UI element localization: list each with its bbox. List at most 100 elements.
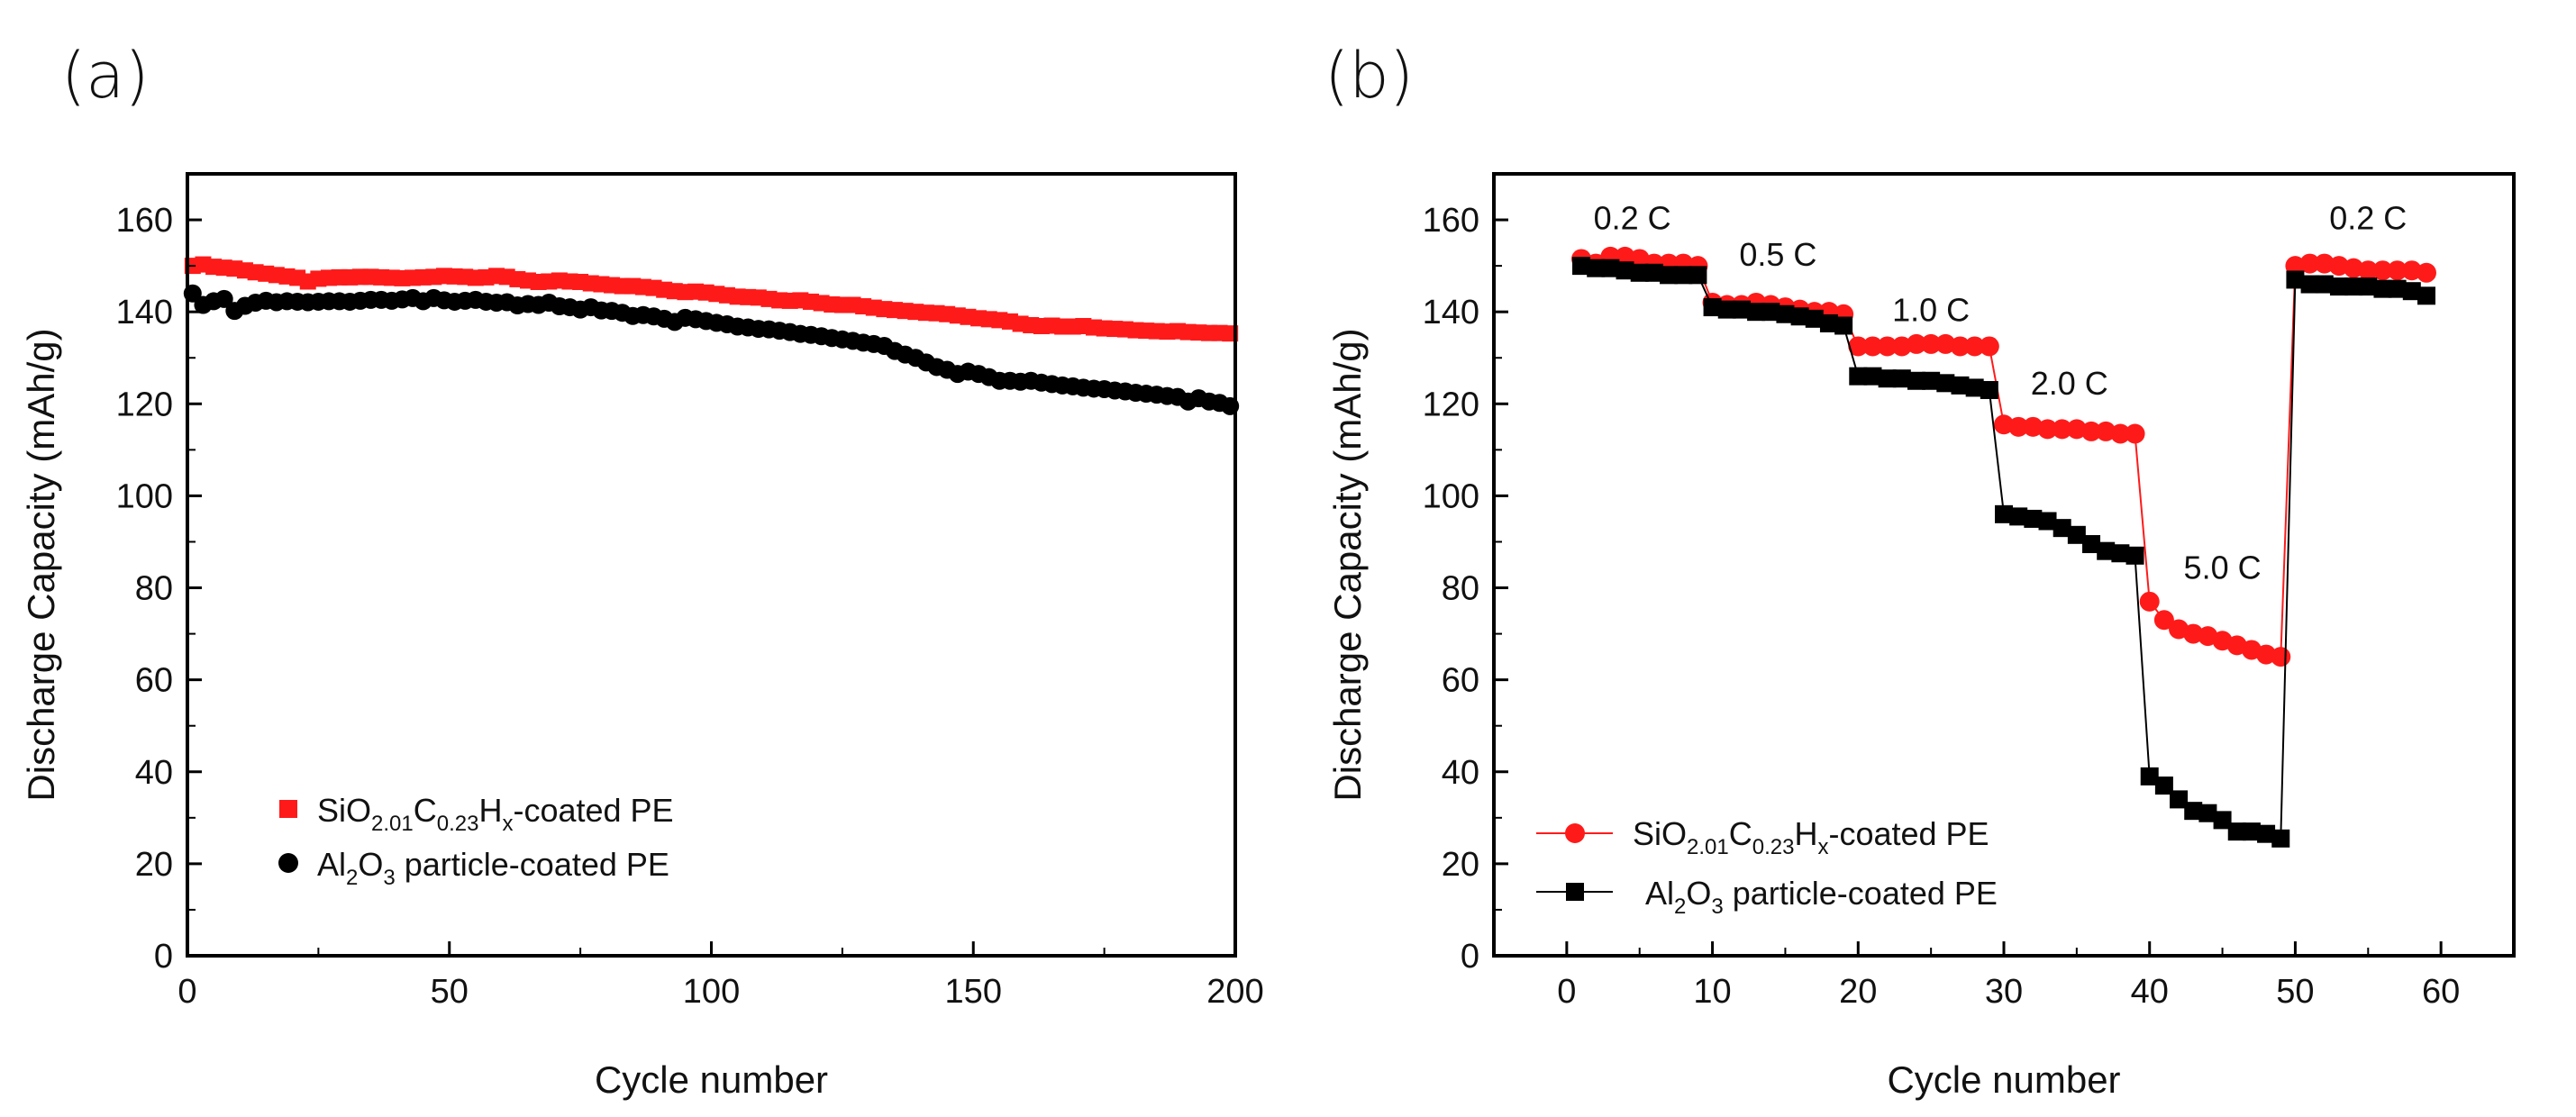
- x-tick-label: 0: [177, 973, 196, 1011]
- panel-a-marks: [183, 256, 1240, 415]
- data-point-al2o3-coated: [2227, 822, 2246, 841]
- data-point-al2o3-coated: [1776, 304, 1795, 323]
- series-line-al2o3-coated: [1580, 265, 2427, 840]
- y-tick-label: 0: [1461, 938, 1479, 976]
- x-tick-label: 0: [1557, 973, 1576, 1011]
- panel-b-ticks: 0 10 20 30 40 50 60 0 20 40 60 80 100 120 140 160: [1423, 202, 2461, 1011]
- data-point-al2o3-coated: [1644, 263, 1663, 282]
- y-tick-label: 160: [116, 202, 173, 240]
- data-point-sio2-coated: [2416, 262, 2436, 283]
- y-tick-label: 120: [1423, 386, 1479, 423]
- data-point-sio2-coated: [1979, 336, 1999, 357]
- data-point-al2o3-coated: [1863, 367, 1882, 386]
- data-point-al2o3-coated: [2344, 277, 2363, 296]
- panel-b-marks: [1571, 246, 2436, 848]
- panel-a-legend: SiO2.01C0.23Hx-coated PE Al2O3 particle-…: [278, 792, 674, 890]
- x-tick-label: 200: [1206, 973, 1263, 1011]
- legend-label-sio2-coated: SiO2.01C0.23Hx-coated PE: [1633, 815, 1989, 859]
- panel-b-label: (b): [1324, 39, 1414, 113]
- y-tick-label: 20: [1442, 846, 1479, 884]
- data-point-al2o3-coated: [1616, 261, 1634, 280]
- data-point-sio2-coated: [2037, 419, 2058, 440]
- y-tick-label: 20: [135, 846, 173, 884]
- data-point-sio2-coated: [1964, 336, 1985, 357]
- data-point-sio2-coated: [2096, 421, 2116, 441]
- y-tick-label: 60: [135, 662, 173, 700]
- data-point-al2o3-coated: [1907, 371, 1925, 390]
- data-point-al2o3-coated: [1980, 380, 1998, 399]
- x-tick-label: 30: [1985, 973, 2023, 1011]
- data-point-al2o3-coated: [214, 289, 233, 308]
- data-point-al2o3-coated: [2388, 279, 2407, 298]
- data-point-al2o3-coated: [1761, 303, 1780, 322]
- data-point-al2o3-coated: [2170, 790, 2189, 809]
- data-point-al2o3-coated: [2329, 277, 2348, 296]
- y-tick-label: 160: [1423, 202, 1479, 240]
- data-point-al2o3-coated: [2300, 275, 2319, 294]
- panel-b-x-axis-title: Cycle number: [1887, 1058, 2120, 1101]
- x-tick-label: 60: [2422, 973, 2460, 1011]
- data-point-al2o3-coated: [1951, 376, 1970, 395]
- data-point-al2o3-coated: [2024, 509, 2043, 528]
- data-point-sio2-coated: [1862, 336, 1883, 357]
- data-point-al2o3-coated: [1819, 313, 1838, 332]
- data-point-al2o3-coated: [2125, 546, 2144, 565]
- data-point-sio2-coated: [2299, 253, 2320, 274]
- data-point-al2o3-coated: [1922, 371, 1941, 390]
- data-point-sio2-coated: [2328, 256, 2349, 277]
- rate-annotation: 0.2 C: [1594, 199, 1671, 236]
- data-point-sio2-coated: [2314, 253, 2335, 274]
- data-point-sio2-coated: [2344, 258, 2364, 278]
- panel-b-legend: SiO2.01C0.23Hx-coated PE Al2O3 particle-…: [1536, 815, 1998, 919]
- data-point-sio2-coated: [2110, 423, 2131, 444]
- data-point-al2o3-coated: [2082, 535, 2101, 554]
- data-point-al2o3-coated: [2097, 541, 2116, 560]
- data-point-al2o3-coated: [2315, 275, 2334, 294]
- rate-annotation: 5.0 C: [2184, 549, 2262, 586]
- data-point-sio2-coated: [2387, 260, 2408, 281]
- y-tick-label: 40: [135, 754, 173, 792]
- y-tick-label: 140: [116, 294, 173, 331]
- data-point-al2o3-coated: [1572, 257, 1591, 276]
- data-point-sio2-coated: [2052, 419, 2072, 440]
- x-tick-label: 50: [2276, 973, 2314, 1011]
- x-tick-label: 40: [2131, 973, 2169, 1011]
- data-point-al2o3-coated: [1790, 307, 1809, 326]
- data-point-sio2-coated: [1950, 336, 1971, 357]
- data-point-al2o3-coated: [2242, 822, 2261, 841]
- data-point-sio2-coated: [2008, 416, 2029, 437]
- data-point-al2o3-coated: [2053, 519, 2071, 538]
- x-tick-label: 150: [945, 973, 1002, 1011]
- panel-a-label: (a): [61, 39, 150, 113]
- data-point-sio2-coated: [2125, 423, 2145, 444]
- data-point-al2o3-coated: [2257, 824, 2276, 843]
- data-point-sio2-coated: [1906, 333, 1926, 354]
- data-point-sio2-coated: [2023, 416, 2044, 437]
- data-point-sio2-coated: [1935, 333, 1956, 354]
- rate-annotation: 2.0 C: [2031, 365, 2108, 402]
- y-tick-label: 120: [116, 386, 173, 423]
- panel-b: (b) 0 10 20 30 40 50 60 0 20 40 60 80 100 120 140 160 0…: [1324, 39, 2516, 1101]
- data-point-al2o3-coated: [1936, 374, 1955, 393]
- data-point-sio2-coated: [2153, 610, 2174, 631]
- data-point-al2o3-coated: [1732, 300, 1751, 319]
- data-point-sio2-coated: [1994, 414, 2014, 435]
- y-tick-label: 80: [1442, 570, 1479, 608]
- data-point-sio2-coated: [2401, 260, 2422, 281]
- data-point-al2o3-coated: [1834, 316, 1853, 335]
- y-tick-label: 80: [135, 570, 173, 608]
- data-point-sio2-coated: [2256, 644, 2277, 665]
- y-tick-label: 0: [154, 938, 173, 976]
- data-point-al2o3-coated: [2402, 282, 2421, 301]
- data-point-sio2-coated: [1848, 336, 1869, 357]
- legend-label-sio2-coated: SiO2.01C0.23Hx-coated PE: [317, 792, 674, 836]
- data-point-al2o3-coated: [1674, 266, 1693, 285]
- data-point-al2o3-coated: [2359, 277, 2378, 296]
- rate-annotation: 0.2 C: [2329, 199, 2407, 236]
- data-point-al2o3-coated: [1805, 309, 1824, 328]
- x-tick-label: 10: [1693, 973, 1731, 1011]
- data-point-al2o3-coated: [2271, 829, 2290, 848]
- legend-marker-sio2-coated: [279, 800, 297, 818]
- panel-b-y-axis-title: Discharge Capacity (mAh/g): [1326, 328, 1369, 801]
